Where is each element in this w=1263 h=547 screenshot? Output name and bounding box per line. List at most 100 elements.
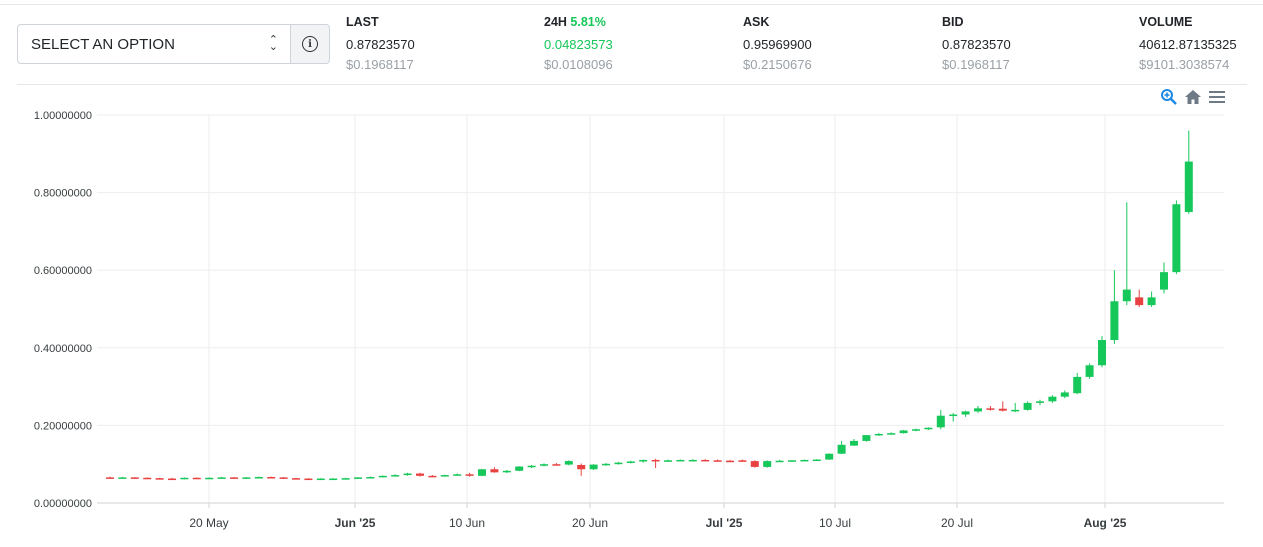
candle-up[interactable] [1172, 200, 1181, 275]
candle-down[interactable] [986, 406, 995, 411]
candle-up[interactable] [949, 412, 958, 422]
candle-up[interactable] [354, 477, 362, 479]
candle-up[interactable] [912, 428, 920, 432]
candle-up[interactable] [118, 477, 127, 479]
candle-down[interactable] [267, 476, 276, 479]
candle-down[interactable] [738, 459, 747, 462]
candle-body [763, 461, 772, 467]
candle-up[interactable] [874, 433, 883, 436]
candle-down[interactable] [701, 459, 710, 462]
candle-up[interactable] [602, 463, 610, 466]
candle-up[interactable] [763, 460, 772, 468]
candle-up[interactable] [788, 459, 796, 462]
candle-down[interactable] [577, 463, 586, 476]
candle-up[interactable] [850, 438, 858, 446]
candle-up[interactable] [242, 477, 251, 479]
candle-up[interactable] [366, 476, 375, 479]
info-button[interactable]: i [290, 25, 329, 63]
candle-up[interactable] [688, 459, 697, 462]
candle-down[interactable] [304, 478, 313, 481]
candle-up[interactable] [391, 474, 400, 477]
market-select-label: SELECT AN OPTION [31, 35, 175, 53]
candle-body [1135, 297, 1144, 306]
candle-up[interactable] [453, 473, 462, 476]
candle-up[interactable] [1085, 363, 1094, 379]
candle-down[interactable] [143, 477, 152, 480]
candle-up[interactable] [205, 477, 214, 480]
candle-down[interactable] [552, 463, 561, 466]
candle-down[interactable] [230, 477, 238, 479]
candle-down[interactable] [713, 459, 722, 462]
candle-up[interactable] [974, 406, 982, 413]
candle-down[interactable] [168, 477, 176, 481]
candle-down[interactable] [726, 459, 734, 463]
candle-up[interactable] [1011, 402, 1020, 413]
candle-up[interactable] [1073, 373, 1082, 395]
menu-icon[interactable] [1208, 88, 1226, 111]
candle-up[interactable] [825, 453, 834, 460]
candle-down[interactable] [651, 458, 660, 469]
candle-body [639, 459, 648, 462]
candle-up[interactable] [1023, 401, 1032, 411]
candle-up[interactable] [515, 466, 524, 472]
zoom-in-icon[interactable] [1160, 88, 1178, 111]
candle-up[interactable] [614, 461, 623, 465]
candle-down[interactable] [130, 477, 139, 479]
home-icon[interactable] [1184, 88, 1202, 111]
candle-up[interactable] [924, 427, 933, 431]
candle-up[interactable] [664, 459, 672, 462]
candle-down[interactable] [279, 477, 288, 479]
candle-up[interactable] [639, 459, 648, 463]
candle-up[interactable] [1160, 262, 1168, 294]
candle-up[interactable] [887, 432, 896, 435]
candle-down[interactable] [292, 477, 300, 480]
candle-body [440, 475, 449, 477]
candle-up[interactable] [812, 459, 821, 462]
candle-up[interactable] [440, 474, 449, 477]
candle-up[interactable] [564, 460, 573, 466]
candle-down[interactable] [192, 477, 201, 480]
candle-down[interactable] [1135, 289, 1144, 308]
candle-up[interactable] [329, 478, 338, 481]
candle-up[interactable] [1060, 390, 1069, 399]
candle-up[interactable] [936, 409, 945, 430]
candle-up[interactable] [254, 476, 263, 479]
candle-up[interactable] [961, 410, 970, 417]
candle-up[interactable] [478, 468, 486, 477]
candle-up[interactable] [1184, 130, 1193, 214]
candle-up[interactable] [1147, 291, 1156, 308]
candle-up[interactable] [775, 459, 784, 463]
candle-up[interactable] [403, 472, 412, 476]
candle-up[interactable] [1122, 202, 1131, 306]
market-select[interactable]: SELECT AN OPTION ⌃ ⌄ [18, 25, 290, 63]
candle-up[interactable] [316, 478, 325, 481]
candle-up[interactable] [862, 435, 871, 442]
candle-up[interactable] [217, 477, 226, 479]
candle-down[interactable] [750, 460, 759, 468]
candle-up[interactable] [1098, 336, 1106, 368]
candle-up[interactable] [540, 463, 548, 467]
candle-up[interactable] [1110, 270, 1119, 344]
candle-body [118, 477, 127, 479]
candle-down[interactable] [155, 477, 164, 480]
candle-down[interactable] [490, 467, 499, 473]
candle-up[interactable] [527, 464, 536, 469]
candle-up[interactable] [589, 464, 598, 471]
candle-down[interactable] [416, 472, 424, 477]
candle-down[interactable] [998, 401, 1007, 412]
candle-down[interactable] [428, 475, 437, 478]
candle-up[interactable] [341, 477, 350, 480]
candle-down[interactable] [465, 472, 474, 477]
candle-up[interactable] [1036, 399, 1044, 406]
candle-up[interactable] [180, 477, 189, 480]
candle-up[interactable] [837, 440, 846, 455]
candle-down[interactable] [106, 476, 114, 479]
candle-up[interactable] [626, 460, 635, 464]
candle-up[interactable] [1048, 395, 1057, 403]
candle-up[interactable] [502, 470, 511, 474]
candle-up[interactable] [378, 475, 387, 478]
candle-up[interactable] [676, 459, 685, 462]
candle-body [688, 459, 697, 462]
candle-up[interactable] [899, 430, 908, 434]
candle-up[interactable] [800, 459, 809, 462]
